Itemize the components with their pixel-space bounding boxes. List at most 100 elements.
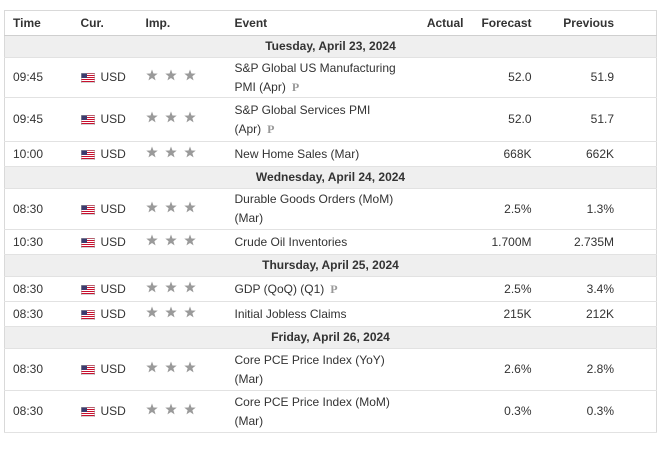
event-name: Crude Oil Inventories	[234, 234, 348, 249]
date-row: Friday, April 26, 2024	[4, 326, 657, 349]
event-name: New Home Sales (Mar)	[234, 146, 360, 161]
table-body: Tuesday, April 23, 2024 09:45 USD S&P Globa…	[4, 35, 657, 433]
currency: USD	[100, 362, 126, 376]
actual	[410, 57, 471, 98]
forecast: 668K	[470, 141, 541, 167]
event-row: 08:30 USD Core PCE Price Index (MoM) (Mar)…	[4, 390, 657, 433]
actual	[410, 276, 471, 302]
flag-icon	[80, 204, 95, 215]
date-label: Tuesday, April 23, 2024	[4, 35, 657, 58]
flag-icon	[80, 365, 95, 375]
flag-icon	[80, 284, 95, 295]
actual	[410, 188, 471, 230]
currency: USD	[100, 146, 126, 161]
forecast: 2.6%	[470, 348, 541, 391]
importance-stars	[145, 361, 196, 373]
currency: USD	[100, 404, 126, 418]
forecast: 52.0	[470, 57, 541, 98]
preliminary-mark: P	[291, 79, 300, 94]
previous: 51.9	[540, 57, 657, 98]
event-row: 08:30 USD Core PCE Price Index (YoY) (Mar)…	[4, 348, 657, 391]
date-label: Wednesday, April 24, 2024	[4, 166, 657, 189]
actual	[410, 97, 471, 142]
time: 08:30	[4, 301, 73, 327]
previous: 3.4%	[540, 276, 657, 302]
event-row: 08:30 USD Durable Goods Orders (MoM) (Mar)…	[4, 188, 657, 230]
event-row: 10:00 USD New Home Sales (Mar) 668K 662K	[4, 141, 657, 167]
time: 10:00	[4, 141, 73, 167]
event-row: 08:30 USD Initial Jobless Claims 215K 212K	[4, 301, 657, 327]
actual	[410, 301, 471, 327]
previous: 2.735M	[540, 229, 657, 255]
flag-icon	[80, 407, 95, 417]
column-header: Previous	[540, 10, 657, 36]
currency-cell: USD	[72, 390, 138, 433]
time: 09:45	[4, 57, 73, 98]
importance-stars	[145, 281, 196, 292]
importance	[137, 141, 227, 167]
flag-icon	[80, 237, 95, 248]
importance-stars	[145, 111, 196, 123]
event-name: GDP (QoQ) (Q1)	[234, 281, 325, 296]
column-header: Cur.	[72, 10, 138, 36]
actual	[410, 390, 471, 433]
event-cell: Core PCE Price Index (MoM) (Mar)	[226, 390, 411, 433]
date-label: Friday, April 26, 2024	[4, 326, 657, 349]
previous: 662K	[540, 141, 657, 167]
time: 09:45	[4, 97, 73, 142]
currency: USD	[100, 306, 126, 321]
currency-cell: USD	[72, 229, 138, 255]
previous: 1.3%	[540, 188, 657, 230]
currency-cell: USD	[72, 276, 138, 302]
currency: USD	[100, 112, 126, 126]
event-name: Durable Goods Orders (MoM) (Mar)	[234, 192, 394, 225]
importance	[137, 57, 227, 98]
importance-stars	[145, 306, 196, 317]
calendar-table: Time Cur. Imp. Event Actual Forecast Previous …	[4, 10, 657, 433]
column-header: Time	[4, 10, 73, 36]
event-name: S&P Global Services PMI (Apr)	[234, 102, 371, 136]
currency-cell: USD	[72, 57, 138, 98]
date-row: Wednesday, April 24, 2024	[4, 166, 657, 189]
actual	[410, 229, 471, 255]
time: 08:30	[4, 188, 73, 230]
event-cell: Crude Oil Inventories	[226, 229, 411, 255]
importance	[137, 97, 227, 142]
column-header: Actual	[410, 10, 471, 36]
date-label: Thursday, April 25, 2024	[4, 254, 657, 277]
currency: USD	[100, 201, 126, 216]
time: 10:30	[4, 229, 73, 255]
event-name: S&P Global US Manufacturing PMI (Apr)	[234, 60, 396, 94]
forecast: 2.5%	[470, 188, 541, 230]
event-cell: GDP (QoQ) (Q1) P	[226, 276, 411, 302]
previous: 51.7	[540, 97, 657, 142]
importance	[137, 276, 227, 302]
currency: USD	[100, 281, 126, 296]
forecast: 1.700M	[470, 229, 541, 255]
date-row: Tuesday, April 23, 2024	[4, 35, 657, 58]
importance-stars	[145, 234, 196, 245]
flag-icon	[80, 73, 95, 83]
time: 08:30	[4, 390, 73, 433]
currency-cell: USD	[72, 97, 138, 142]
currency-cell: USD	[72, 188, 138, 230]
event-cell: S&P Global Services PMI (Apr) P	[226, 97, 411, 142]
event-cell: Initial Jobless Claims	[226, 301, 411, 327]
previous: 2.8%	[540, 348, 657, 391]
importance	[137, 301, 227, 327]
currency-cell: USD	[72, 141, 138, 167]
event-row: 10:30 USD Crude Oil Inventories 1.700M 2.735…	[4, 229, 657, 255]
event-cell: Durable Goods Orders (MoM) (Mar)	[226, 188, 411, 230]
date-row: Thursday, April 25, 2024	[4, 254, 657, 277]
time: 08:30	[4, 276, 73, 302]
importance	[137, 229, 227, 255]
previous: 0.3%	[540, 390, 657, 433]
event-name: Core PCE Price Index (MoM) (Mar)	[234, 394, 390, 428]
forecast: 0.3%	[470, 390, 541, 433]
event-cell: Core PCE Price Index (YoY) (Mar)	[226, 348, 411, 391]
event-name: Initial Jobless Claims	[234, 306, 347, 321]
flag-icon	[80, 309, 95, 320]
event-cell: S&P Global US Manufacturing PMI (Apr) P	[226, 57, 411, 98]
previous: 212K	[540, 301, 657, 327]
